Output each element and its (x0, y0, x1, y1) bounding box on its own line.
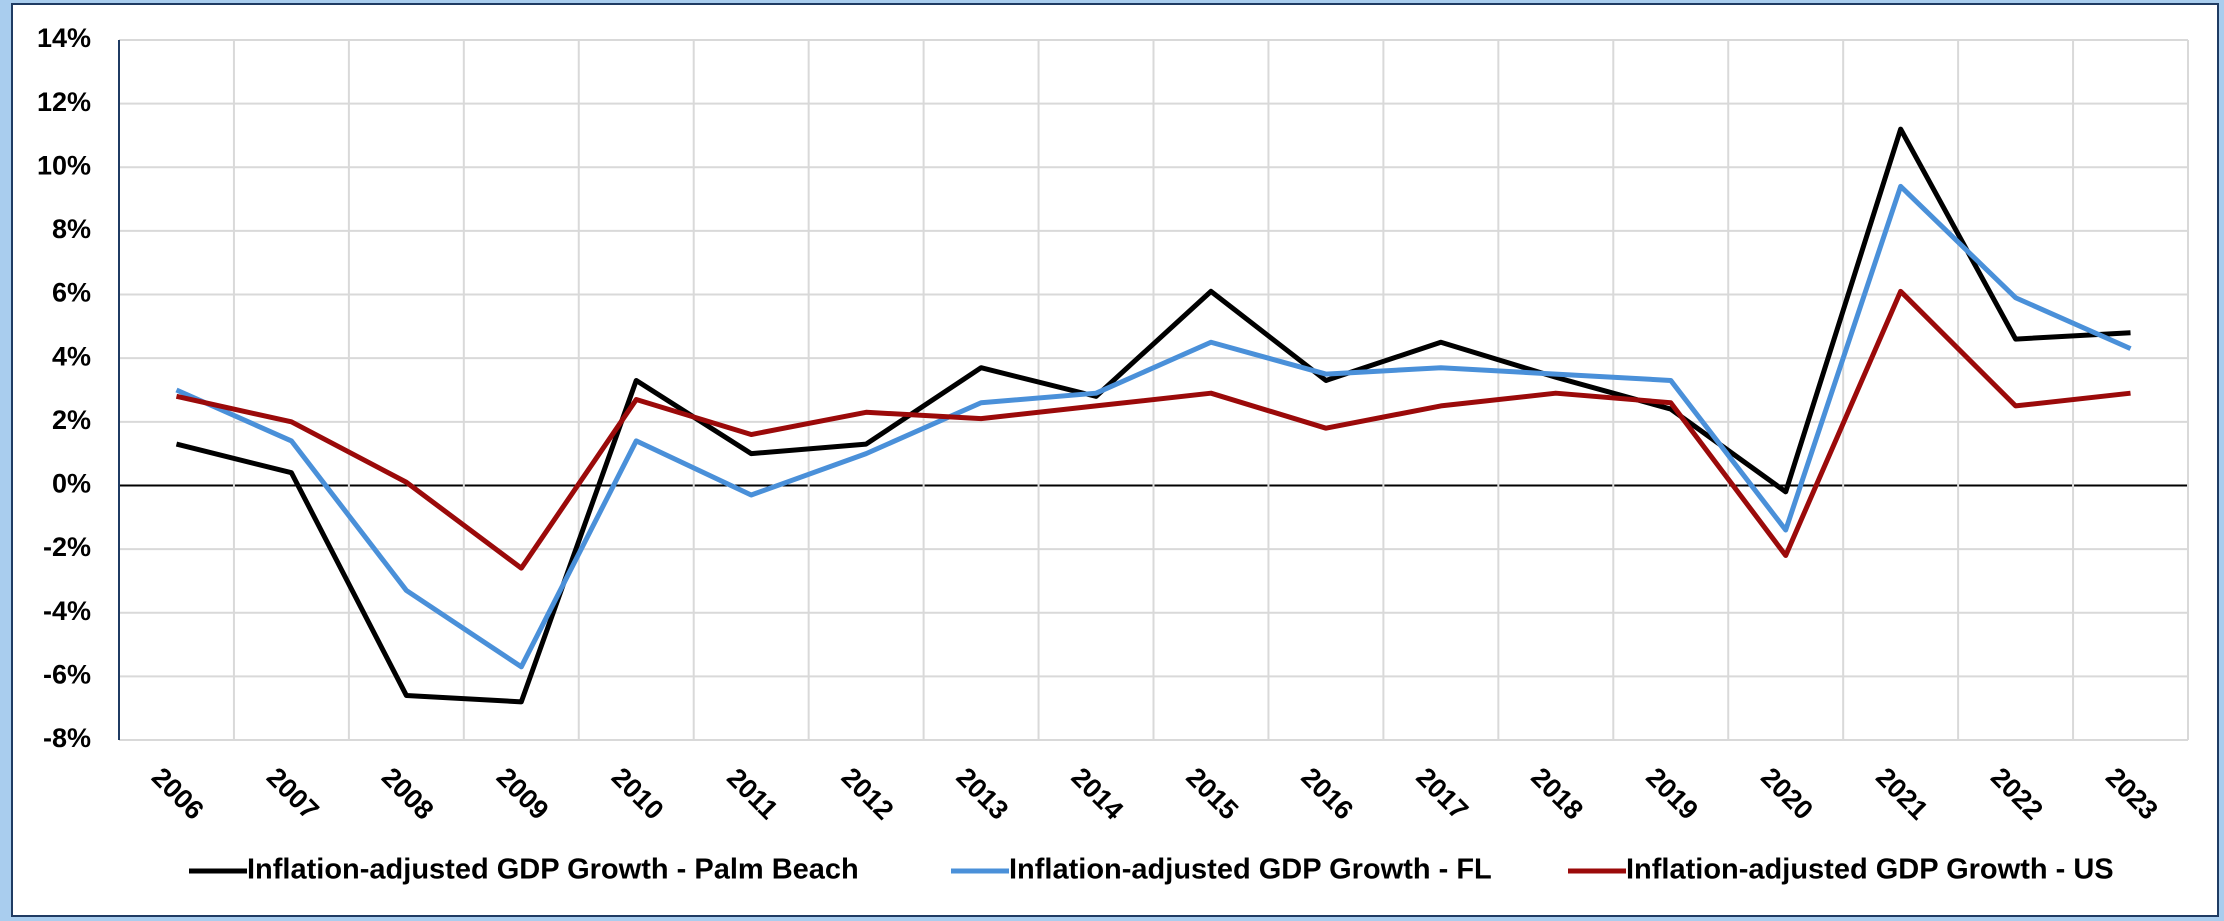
y-tick-label: -2% (43, 532, 91, 562)
series-line (175, 183, 2132, 670)
chart-frame (11, 3, 2219, 917)
y-tick-label: -4% (43, 596, 91, 626)
legend-label: Inflation-adjusted GDP Growth - FL (1009, 854, 1492, 886)
y-tick-label: 0% (52, 469, 91, 499)
legend-label: Inflation-adjusted GDP Growth - US (1626, 854, 2114, 886)
y-tick-label: 2% (52, 405, 91, 435)
y-tick-label: -6% (43, 659, 91, 689)
y-tick-label: 4% (52, 341, 91, 371)
y-tick-label: 10% (37, 150, 91, 180)
y-tick-label: 12% (37, 87, 91, 117)
series-line (175, 126, 2131, 705)
y-tick-label: 8% (52, 214, 91, 244)
y-tick-label: -8% (43, 723, 91, 753)
legend-label: Inflation-adjusted GDP Growth - Palm Bea… (247, 854, 859, 886)
series-line (175, 288, 2131, 571)
y-tick-label: 14% (37, 23, 91, 53)
y-tick-label: 6% (52, 278, 91, 308)
